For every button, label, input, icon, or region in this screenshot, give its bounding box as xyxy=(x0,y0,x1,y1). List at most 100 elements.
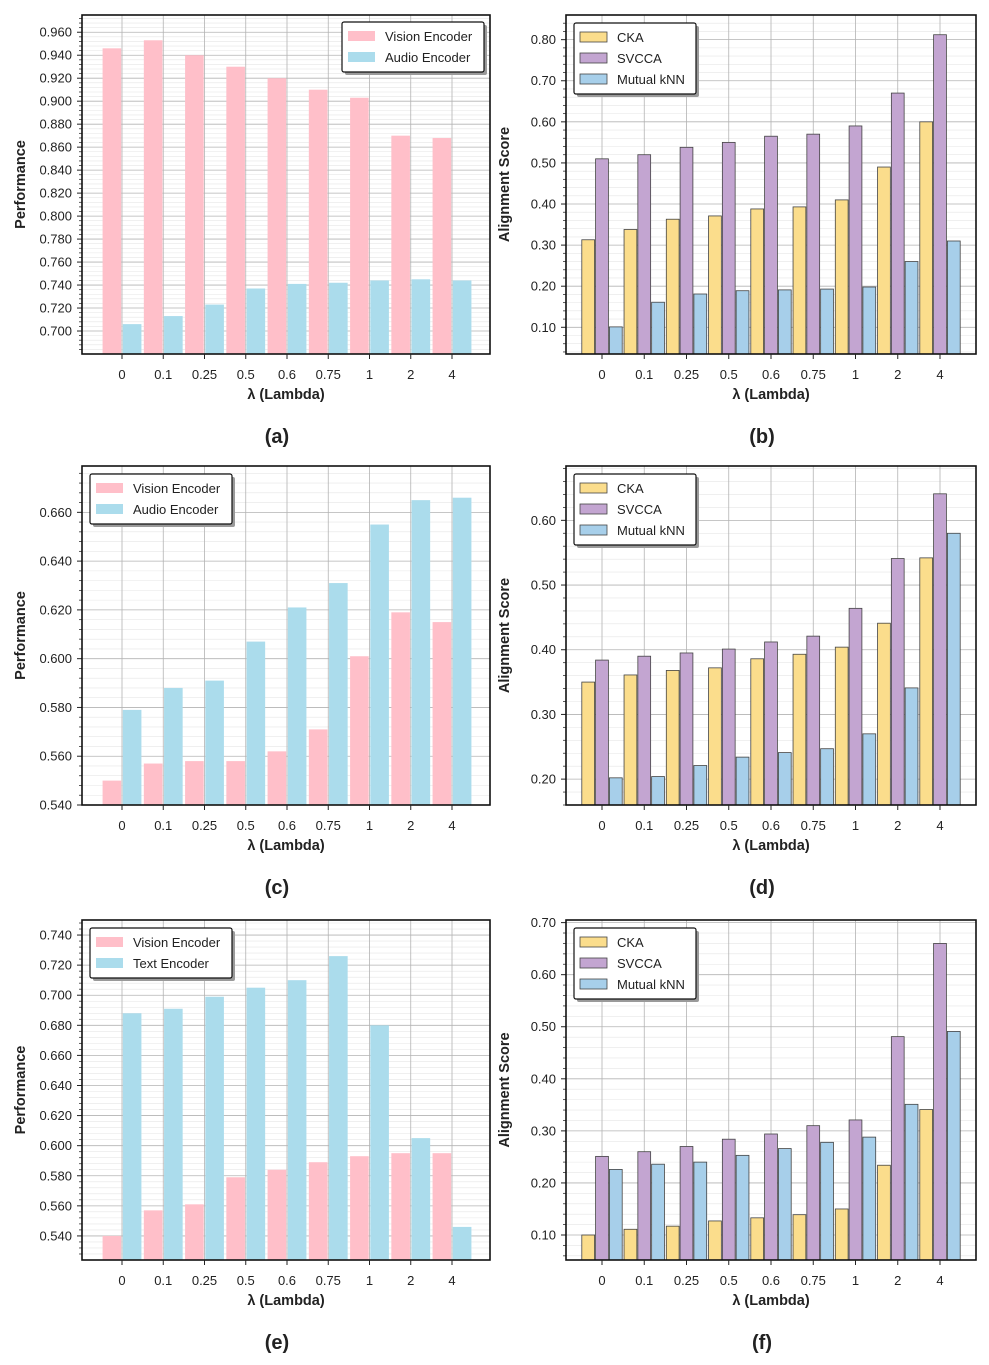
bar xyxy=(102,1235,122,1260)
y-tick-label: 0.560 xyxy=(39,749,72,764)
x-tick-label: 2 xyxy=(407,1273,414,1288)
x-axis-label: λ (Lambda) xyxy=(732,838,810,854)
y-tick-label: 0.70 xyxy=(531,73,556,88)
legend-swatch xyxy=(579,936,608,948)
bar xyxy=(370,524,389,805)
y-tick-label: 0.680 xyxy=(39,1018,72,1033)
bar xyxy=(432,622,452,805)
panel-caption: (c) xyxy=(265,877,289,899)
bar xyxy=(205,304,224,354)
bar xyxy=(750,658,764,806)
y-tick-label: 0.640 xyxy=(39,554,72,569)
x-tick-label: 1 xyxy=(366,818,373,833)
bar xyxy=(637,154,652,355)
legend: CKA SVCCA Mutual kNN xyxy=(573,473,699,548)
bar xyxy=(665,1225,680,1261)
bar xyxy=(185,55,204,355)
x-tick-label: 0.25 xyxy=(674,818,699,833)
y-tick-label: 0.60 xyxy=(531,967,556,982)
bar xyxy=(102,48,122,354)
y-tick-label: 0.960 xyxy=(39,25,72,40)
y-tick-label: 0.540 xyxy=(39,798,72,813)
bar xyxy=(693,1161,708,1261)
bar xyxy=(287,607,307,805)
plot-frame xyxy=(81,919,491,1261)
legend-label: CKA xyxy=(617,30,644,45)
bar xyxy=(143,1210,163,1260)
bar xyxy=(708,1220,722,1261)
y-tick-label: 0.740 xyxy=(39,928,72,943)
bar xyxy=(735,756,750,806)
bar xyxy=(708,215,722,355)
legend-label: Vision Encoder xyxy=(133,935,221,950)
legend-label: CKA xyxy=(617,935,644,950)
y-tick-label: 0.600 xyxy=(39,1138,72,1153)
bar xyxy=(411,1138,431,1260)
x-tick-label: 0.25 xyxy=(674,367,699,382)
legend: Vision Encoder Audio Encoder xyxy=(341,21,487,75)
series-svcca xyxy=(595,943,947,1261)
bar xyxy=(329,282,348,354)
y-tick-label: 0.840 xyxy=(39,163,72,178)
bar xyxy=(185,761,204,805)
x-tick-label: 2 xyxy=(894,367,901,382)
x-tick-label: 0.6 xyxy=(762,1273,780,1288)
legend: Vision Encoder Audio Encoder xyxy=(89,473,235,527)
y-tick-label: 0.860 xyxy=(39,140,72,155)
bar xyxy=(806,1125,821,1261)
chart-panel-d: 0.20 0.30 0.40 0.50 0.60 0 0.1 0.25 0.5 0.6 0.75 1 2… xyxy=(497,465,977,899)
bar xyxy=(329,956,348,1260)
legend-label: Text Encoder xyxy=(133,956,210,971)
x-tick-label: 4 xyxy=(936,367,943,382)
bar xyxy=(609,777,623,806)
y-tick-label: 0.760 xyxy=(39,255,72,270)
y-tick-label: 0.660 xyxy=(39,505,72,520)
y-tick-label: 0.800 xyxy=(39,209,72,224)
bar xyxy=(792,1214,807,1261)
x-tick-label: 4 xyxy=(448,367,455,382)
y-tick-label: 0.580 xyxy=(39,700,72,715)
bar xyxy=(820,748,834,806)
bar xyxy=(595,158,609,355)
y-tick-label: 0.20 xyxy=(531,279,556,294)
legend-swatch xyxy=(579,503,608,515)
y-tick-label: 0.30 xyxy=(531,1123,556,1138)
plot-frame xyxy=(81,14,491,355)
bar xyxy=(778,752,792,806)
series-text-encoder xyxy=(122,956,472,1260)
bar xyxy=(391,135,410,354)
legend-label: SVCCA xyxy=(617,502,662,517)
bar xyxy=(904,261,919,355)
bar xyxy=(623,1228,638,1261)
x-tick-label: 0.5 xyxy=(720,367,738,382)
bar xyxy=(623,229,638,355)
y-tick-label: 0.60 xyxy=(531,114,556,129)
bar xyxy=(432,1153,452,1260)
legend-swatch xyxy=(348,52,375,62)
y-tick-label: 0.820 xyxy=(39,186,72,201)
series-cka xyxy=(581,1109,933,1261)
legend-label: SVCCA xyxy=(617,51,662,66)
bar xyxy=(267,78,287,354)
y-tick-label: 0.660 xyxy=(39,1048,72,1063)
y-tick-label: 0.620 xyxy=(39,602,72,617)
series-mutual-knn xyxy=(609,240,961,355)
series-mutual-knn xyxy=(609,1031,961,1261)
panel-caption: (f) xyxy=(752,1332,772,1354)
x-tick-label: 1 xyxy=(852,367,859,382)
bar xyxy=(164,316,183,354)
x-tick-label: 2 xyxy=(407,367,414,382)
y-tick-label: 0.60 xyxy=(531,513,556,528)
bar xyxy=(721,141,736,355)
bar xyxy=(877,1164,891,1261)
y-axis-label: Alignment Score xyxy=(497,1032,513,1147)
series-audio-encoder xyxy=(122,279,472,354)
x-tick-label: 0.6 xyxy=(762,818,780,833)
bar xyxy=(933,943,947,1261)
x-tick-label: 0 xyxy=(598,367,605,382)
legend-box xyxy=(341,21,485,73)
bar xyxy=(806,133,821,355)
bar xyxy=(370,1025,389,1260)
bar xyxy=(848,1119,863,1261)
x-tick-label: 0.5 xyxy=(237,367,255,382)
